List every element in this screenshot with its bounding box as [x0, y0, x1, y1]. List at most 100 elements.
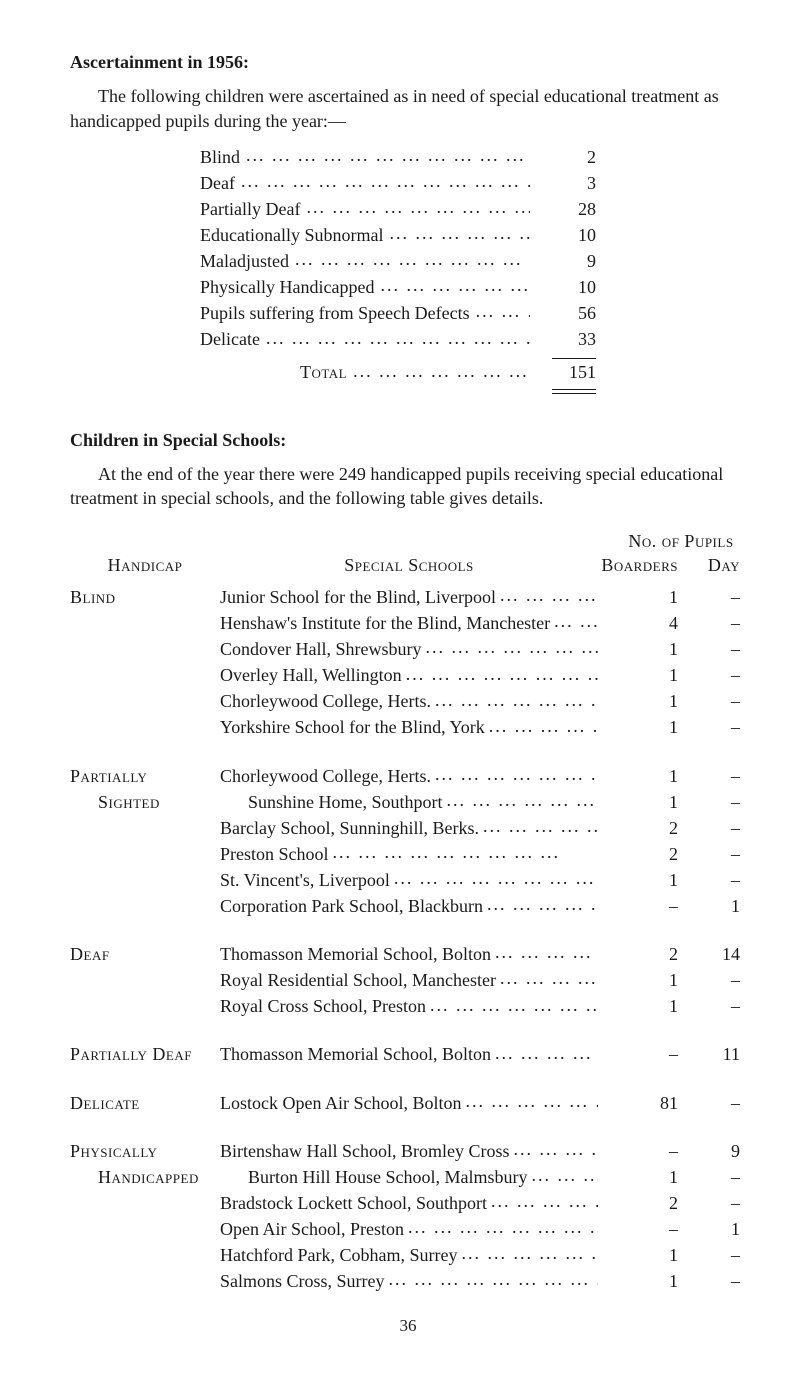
school-cell: Hatchford Park, Cobham, Surrey [220, 1241, 598, 1267]
dots-fill [461, 1241, 598, 1261]
page-number: 36 [70, 1315, 746, 1338]
school-name: Yorkshire School for the Blind, York [220, 715, 485, 739]
ascertain-label: Blind [70, 145, 240, 169]
school-cell: Barclay School, Sunninghill, Berks. [220, 814, 598, 840]
ascertain-value: 28 [536, 197, 746, 221]
dots-fill [476, 299, 530, 319]
day-value: 14 [690, 942, 746, 966]
dots-fill [513, 1137, 598, 1157]
boarders-value: 2 [598, 842, 690, 866]
boarders-value: 1 [598, 663, 690, 687]
dots-fill [500, 966, 598, 986]
school-name: Sunshine Home, Southport [248, 790, 443, 814]
dots-fill [483, 814, 598, 834]
ascertain-value: 10 [536, 223, 746, 247]
school-cell: Sunshine Home, Southport [248, 788, 598, 814]
dots-fill [495, 1041, 598, 1061]
day-value: – [690, 1269, 746, 1293]
school-row: Royal Residential School, Manchester1– [70, 966, 746, 992]
day-value: – [690, 585, 746, 609]
handicap-group: PartiallyChorleywood College, Herts.1–Si… [70, 762, 746, 919]
school-cell: Chorleywood College, Herts. [220, 762, 598, 788]
ascertain-label: Partially Deaf [70, 197, 300, 221]
day-value: – [690, 790, 746, 814]
dots-fill [495, 940, 598, 960]
school-cell: Overley Hall, Wellington [220, 662, 598, 688]
school-name: Chorleywood College, Herts. [220, 689, 431, 713]
ascertain-value: 56 [536, 301, 746, 325]
day-value: 1 [690, 1217, 746, 1241]
day-value: – [690, 637, 746, 661]
ascertain-row: Maladjusted9 [70, 247, 746, 273]
handicap-group: DeafThomasson Memorial School, Bolton214… [70, 940, 746, 1018]
school-cell: Chorleywood College, Herts. [220, 688, 598, 714]
day-value: 9 [690, 1139, 746, 1163]
day-value: – [690, 1191, 746, 1215]
header-no-of-pupils: No. of Pupils [616, 529, 746, 553]
school-name: Thomasson Memorial School, Bolton [220, 1042, 491, 1066]
boarders-value: 2 [598, 816, 690, 840]
handicap-label: Delicate [70, 1091, 220, 1115]
school-name: Preston School [220, 842, 329, 866]
ascertain-row: Deaf3 [70, 169, 746, 195]
day-value: – [690, 764, 746, 788]
ascertain-label: Maladjusted [70, 249, 289, 273]
ascertain-value: 2 [536, 145, 746, 169]
school-row: Bradstock Lockett School, Southport2– [70, 1189, 746, 1215]
dots-fill [295, 247, 530, 267]
header-special-schools: Special Schools [220, 553, 598, 577]
school-cell: Thomasson Memorial School, Bolton [220, 1041, 598, 1067]
boarders-value: – [598, 1139, 690, 1163]
school-row: Corporation Park School, Blackburn–1 [70, 892, 746, 918]
school-row: Barclay School, Sunninghill, Berks.2– [70, 814, 746, 840]
school-name: Overley Hall, Wellington [220, 663, 402, 687]
school-row: Yorkshire School for the Blind, York1– [70, 714, 746, 740]
total-row: Total 151 [70, 359, 746, 385]
boarders-value: 1 [598, 1269, 690, 1293]
school-row: Open Air School, Preston–1 [70, 1215, 746, 1241]
school-name: Chorleywood College, Herts. [220, 764, 431, 788]
boarders-value: 1 [598, 637, 690, 661]
boarders-value: 1 [598, 1243, 690, 1267]
dots-fill [306, 195, 530, 215]
day-value: – [690, 715, 746, 739]
handicap-label: Physically [70, 1139, 220, 1163]
total-value: 151 [536, 360, 746, 384]
school-cell: Burton Hill House School, Malmsbury [248, 1163, 598, 1189]
school-name: Henshaw's Institute for the Blind, Manch… [220, 611, 550, 635]
school-cell: Thomasson Memorial School, Bolton [220, 940, 598, 966]
school-row: Partially DeafThomasson Memorial School,… [70, 1041, 746, 1067]
ascertain-row: Educationally Subnormal10 [70, 221, 746, 247]
school-cell: Lostock Open Air School, Bolton [220, 1089, 598, 1115]
school-row: PartiallyChorleywood College, Herts.1– [70, 762, 746, 788]
school-row: Chorleywood College, Herts.1– [70, 688, 746, 714]
dots-fill [554, 609, 598, 629]
dots-fill [500, 583, 598, 603]
school-cell: Salmons Cross, Surrey [220, 1267, 598, 1293]
ascertain-label: Pupils suffering from Speech Defects [70, 301, 470, 325]
school-name: Thomasson Memorial School, Bolton [220, 942, 491, 966]
schools-table-header: No. of Pupils Handicap Special Schools B… [70, 529, 746, 578]
school-cell: Preston School [220, 840, 598, 866]
dots-fill [406, 662, 598, 682]
school-row: Preston School2– [70, 840, 746, 866]
dots-fill [394, 866, 598, 886]
day-value: – [690, 1091, 746, 1115]
total-rule-bottom [552, 389, 596, 394]
school-name: Junior School for the Blind, Liverpool [220, 585, 496, 609]
school-cell: Junior School for the Blind, Liverpool [220, 583, 598, 609]
school-row: St. Vincent's, Liverpool1– [70, 866, 746, 892]
ascertain-row: Physically Handicapped10 [70, 273, 746, 299]
school-name: Condover Hall, Shrewsbury [220, 637, 421, 661]
dots-fill [466, 1089, 599, 1109]
total-label: Total [70, 360, 347, 384]
ascertain-value: 33 [536, 327, 746, 351]
boarders-value: 2 [598, 942, 690, 966]
schools-table-body: BlindJunior School for the Blind, Liverp… [70, 583, 746, 1293]
ascertain-row: Blind 2 [70, 143, 746, 169]
dots-fill [489, 714, 598, 734]
school-cell: Royal Residential School, Manchester [220, 966, 598, 992]
boarders-value: 1 [598, 968, 690, 992]
school-cell: Corporation Park School, Blackburn [220, 892, 598, 918]
handicap-group: BlindJunior School for the Blind, Liverp… [70, 583, 746, 740]
